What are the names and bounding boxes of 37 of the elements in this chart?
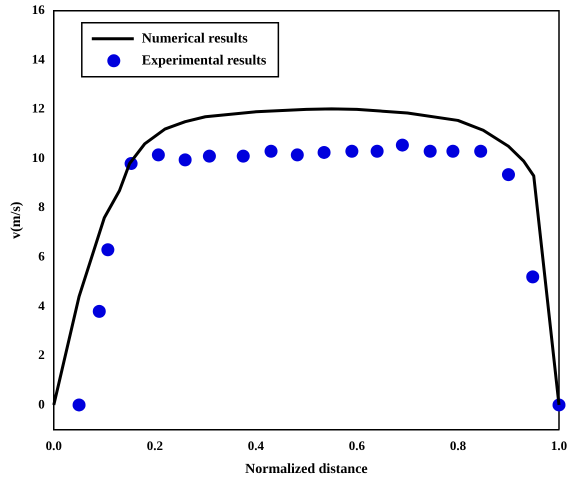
point <box>152 148 165 162</box>
point <box>370 144 384 158</box>
y-tick-label: 0 <box>38 396 45 412</box>
point <box>345 144 358 158</box>
point <box>290 148 304 162</box>
x-tick-label: 0.2 <box>146 438 163 453</box>
x-axis-title: Normalized distance <box>245 462 368 478</box>
point <box>101 243 114 256</box>
point <box>502 168 515 182</box>
point <box>178 153 192 166</box>
legend-label: Numerical results <box>142 31 248 46</box>
x-tick-label: 1.0 <box>550 438 568 453</box>
y-tick-label: 8 <box>38 199 46 214</box>
x-tick-label: 0.6 <box>348 438 366 453</box>
point <box>318 146 331 159</box>
point <box>72 398 86 412</box>
point <box>202 150 216 163</box>
point <box>424 144 437 158</box>
y-tick-label: 6 <box>38 248 46 264</box>
point <box>396 138 409 152</box>
y-axis-title: v(m/s) <box>9 201 24 239</box>
x-tick-label: 0.4 <box>248 438 265 453</box>
point <box>526 270 540 284</box>
point <box>92 304 106 318</box>
point <box>264 144 278 158</box>
point <box>474 144 488 158</box>
y-tick-label: 14 <box>32 51 46 66</box>
legend-label: Experimental results <box>142 53 267 68</box>
x-tick-label: 0.0 <box>46 438 62 453</box>
y-tick-label: 2 <box>38 347 45 362</box>
point <box>236 150 250 163</box>
point <box>446 144 460 158</box>
x-tick-label: 0.8 <box>450 438 467 453</box>
y-tick-label: 16 <box>32 2 46 18</box>
y-tick-label: 4 <box>38 298 46 313</box>
y-tick-label: 10 <box>32 150 45 165</box>
y-tick-label: 12 <box>32 100 45 116</box>
